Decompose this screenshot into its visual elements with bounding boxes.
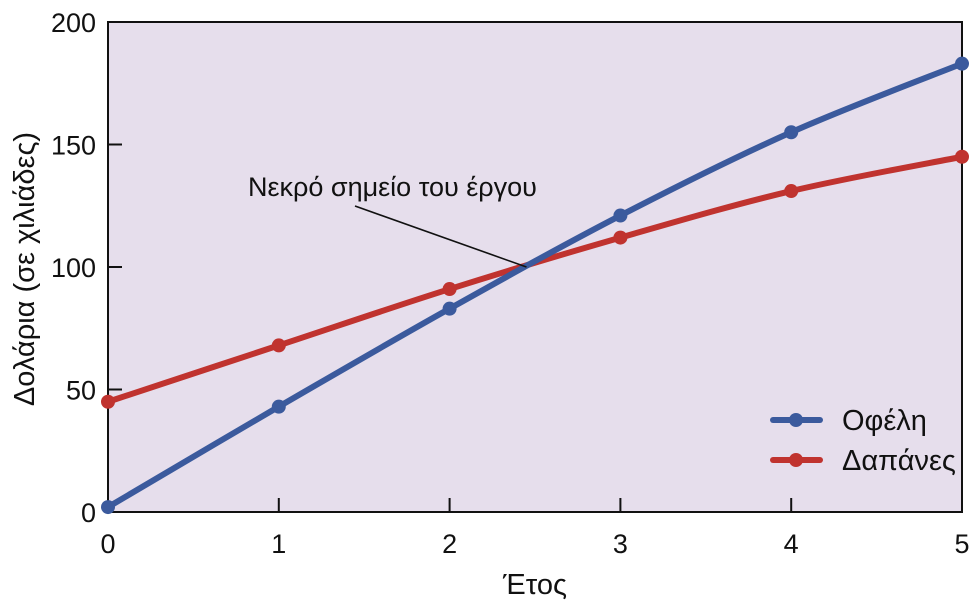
x-axis-title: Έτος	[502, 569, 567, 601]
x-tick-label: 3	[613, 529, 628, 559]
y-tick-label: 0	[81, 498, 96, 528]
data-point-benefits	[101, 500, 115, 515]
data-point-costs	[955, 149, 969, 164]
y-tick-label: 50	[66, 376, 96, 406]
annotation-pointer-line	[354, 205, 527, 268]
legend-label-benefits: Οφέλη	[842, 405, 927, 437]
annotation-text: Νεκρό σημείο του έργου	[248, 172, 537, 202]
x-tick-label: 0	[100, 529, 115, 559]
series-layer	[101, 56, 969, 515]
legend-marker-benefits	[789, 413, 803, 427]
series-line-benefits	[105, 60, 965, 511]
x-tick-label: 5	[954, 529, 969, 559]
legend-label-costs: Δαπάνες	[842, 445, 956, 477]
legend-marker-costs	[789, 453, 803, 467]
data-point-costs	[613, 230, 628, 245]
data-point-costs	[784, 184, 799, 199]
y-axis-title: Δολάρια (σε χιλιάδες)	[9, 132, 41, 406]
data-point-benefits	[271, 399, 286, 414]
data-point-benefits	[955, 56, 969, 71]
x-axis-ticks: 0 1 2 3 4 5	[100, 498, 970, 559]
legend: Οφέλη Δαπάνες	[770, 405, 956, 477]
data-point-costs	[442, 282, 457, 297]
data-point-benefits	[613, 208, 628, 223]
y-tick-label: 150	[51, 131, 96, 161]
y-tick-label: 200	[51, 8, 96, 38]
data-point-benefits	[442, 301, 457, 316]
x-tick-label: 2	[442, 529, 457, 559]
x-tick-label: 4	[784, 529, 799, 559]
annotation: Νεκρό σημείο του έργου	[248, 172, 537, 268]
data-point-benefits	[784, 125, 799, 140]
y-tick-label: 100	[51, 253, 96, 283]
data-point-costs	[101, 394, 115, 409]
data-point-costs	[271, 338, 286, 353]
plot-area	[107, 21, 963, 513]
y-axis-ticks: 0 50 100 150 200	[51, 8, 122, 528]
x-tick-label: 1	[271, 529, 286, 559]
